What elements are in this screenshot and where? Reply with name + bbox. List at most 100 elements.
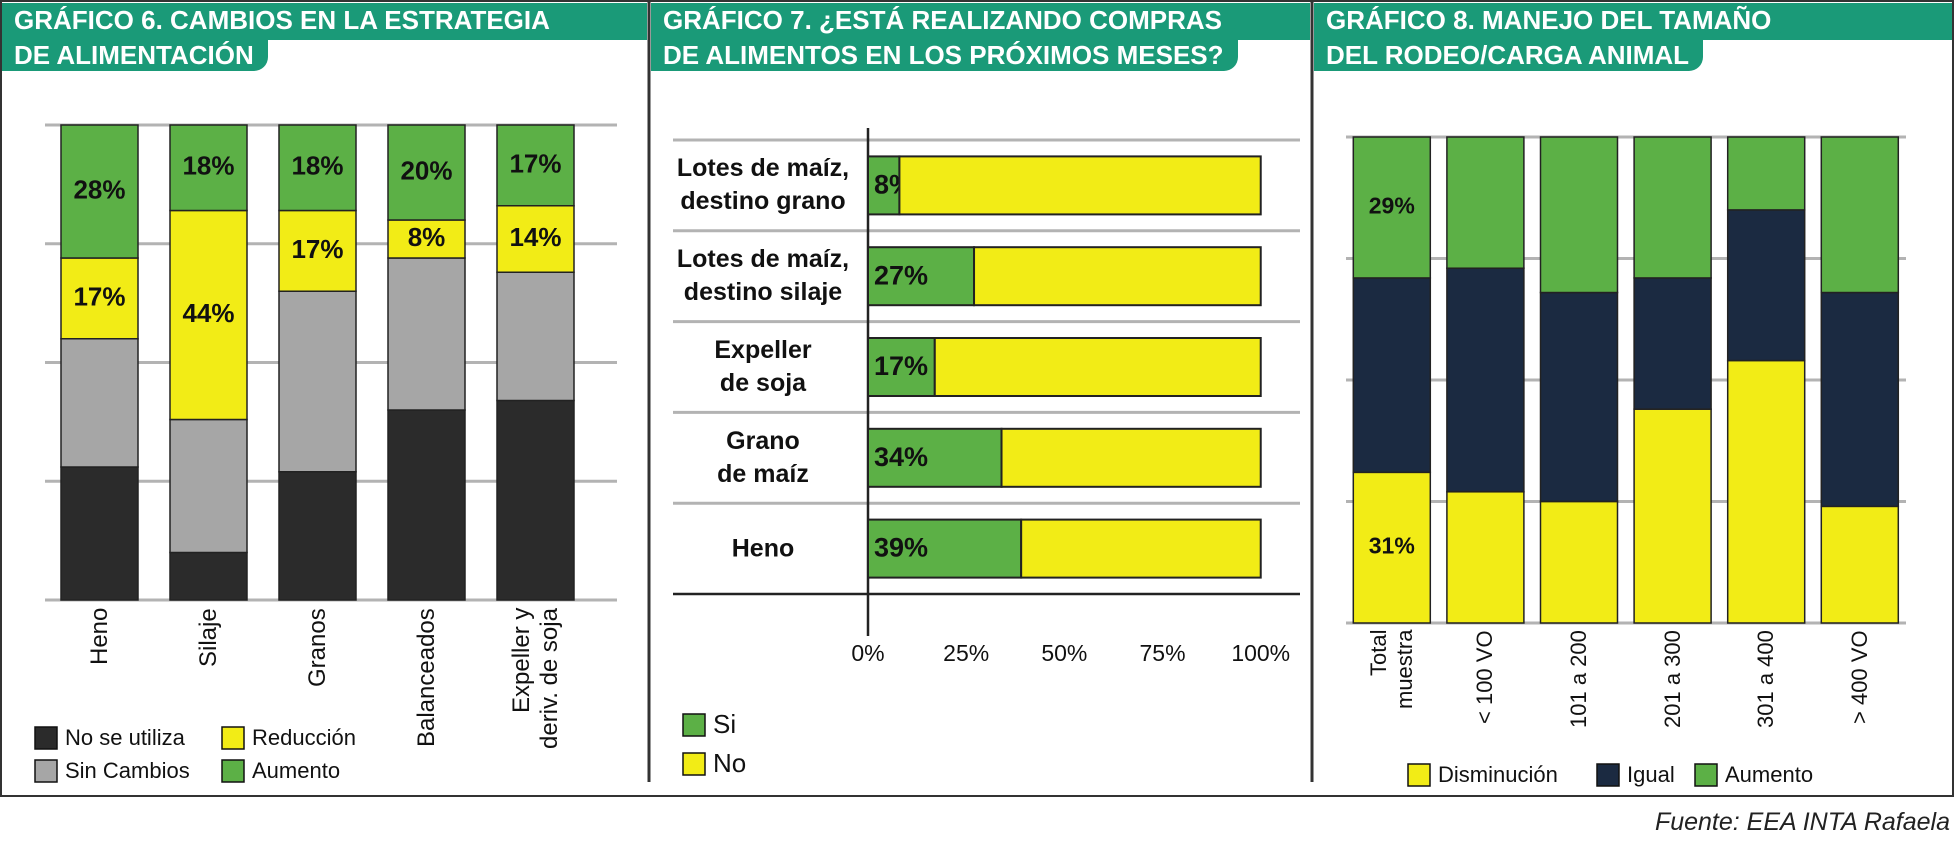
- value-label: 17%: [291, 234, 343, 264]
- bar-segment: [387, 124, 466, 221]
- bar-segment: [278, 290, 357, 473]
- chart-title: GRÁFICO 7. ¿ESTÁ REALIZANDO COMPRAS DE A…: [651, 3, 1310, 73]
- value-label: 27%: [874, 260, 928, 290]
- bar-segment: [496, 124, 575, 207]
- y-tick-label: Grano de maíz: [717, 426, 809, 488]
- y-tick-label: Lotes de maíz, destino grano: [676, 154, 850, 216]
- bar-segment: [1352, 136, 1432, 279]
- bar-segment: [1820, 136, 1900, 294]
- legend-label: No se utiliza: [65, 725, 186, 750]
- value-label: 29%: [1369, 193, 1415, 219]
- bar-segment: [933, 337, 1262, 397]
- legend-swatch: [34, 759, 58, 783]
- legend-label: Aumento: [1725, 762, 1813, 787]
- x-tick-label: Balanceados: [412, 608, 440, 747]
- bar-segment: [973, 246, 1262, 307]
- bar-segment: [1446, 267, 1525, 493]
- legend-label: Reducción: [252, 725, 356, 750]
- bar-segment: [1820, 505, 1900, 624]
- y-tick-label: Heno: [731, 534, 795, 563]
- bar-segment: [1726, 359, 1806, 624]
- x-tick-label: 100%: [1231, 640, 1290, 666]
- bar-segment: [867, 518, 1023, 579]
- bar-segment: [1539, 291, 1619, 503]
- value-label: 18%: [182, 151, 234, 181]
- chart-title: GRÁFICO 6. CAMBIOS EN LA ESTRATEGIA DE A…: [2, 3, 647, 73]
- x-tick-label: 50%: [1041, 640, 1087, 666]
- bar-segment: [1446, 136, 1525, 269]
- x-tick-label: 25%: [943, 640, 989, 666]
- x-tick-label: Silaje: [194, 608, 222, 667]
- value-label: 39%: [874, 533, 928, 563]
- x-tick-label: 201 a 300: [1659, 630, 1685, 728]
- legend-swatch: [1694, 763, 1718, 787]
- frame: [0, 0, 1954, 797]
- bar-segment: [1726, 209, 1806, 362]
- x-tick-label: Total muestra: [1365, 630, 1417, 710]
- bar-segment: [1633, 408, 1712, 624]
- bar-segment: [1020, 518, 1262, 579]
- bar-segment: [387, 219, 466, 259]
- value-label: 20%: [400, 155, 452, 185]
- y-tick-label: Lotes de maíz, destino silaje: [676, 245, 850, 307]
- value-label: 31%: [1369, 533, 1415, 559]
- bar-segment: [867, 427, 1003, 488]
- x-tick-label: 301 a 400: [1753, 630, 1779, 728]
- bar-segment: [1633, 277, 1712, 410]
- bar-segment: [169, 551, 248, 601]
- value-label: 18%: [291, 151, 343, 181]
- value-label: 8%: [408, 222, 446, 252]
- x-tick-label: 0%: [851, 640, 884, 666]
- x-tick-label: < 100 VO: [1472, 630, 1498, 724]
- value-label: 17%: [874, 351, 928, 381]
- legend-swatch: [1407, 763, 1431, 787]
- bar-segment: [867, 246, 976, 307]
- bar-segment: [169, 209, 248, 421]
- bar-segment: [278, 124, 357, 212]
- legend-label: Sin Cambios: [65, 758, 190, 783]
- legend-swatch: [682, 752, 706, 776]
- legend-swatch: [1596, 763, 1620, 787]
- legend-swatch: [34, 726, 58, 750]
- bar-segment: [1539, 500, 1619, 624]
- x-tick-label: 101 a 200: [1566, 630, 1591, 728]
- bar-segment: [169, 124, 248, 212]
- bar-segment: [496, 399, 575, 601]
- bar-segment: [1446, 491, 1525, 624]
- bar-segment: [387, 409, 466, 601]
- bar-segment: [898, 155, 1262, 216]
- value-label: 34%: [874, 442, 928, 472]
- bar-segment: [60, 466, 139, 601]
- value-label: 28%: [73, 174, 125, 204]
- legend-swatch: [221, 759, 245, 783]
- bar-segment: [1633, 136, 1712, 279]
- value-label: 14%: [509, 222, 561, 252]
- legend-label: Igual: [1627, 762, 1675, 787]
- bar-segment: [1820, 291, 1900, 508]
- bar-segment: [387, 257, 466, 411]
- bar-segment: [867, 155, 901, 216]
- legend-swatch: [221, 726, 245, 750]
- x-tick-label: 75%: [1140, 640, 1186, 666]
- legend-label: Si: [713, 709, 736, 739]
- y-tick-label: Expeller de soja: [714, 336, 812, 397]
- x-tick-label: Granos: [303, 608, 331, 687]
- bar-segment: [867, 337, 936, 397]
- value-label: 17%: [509, 148, 561, 178]
- bar-segment: [60, 338, 139, 468]
- x-tick-label: Heno: [85, 608, 113, 666]
- source-note: Fuente: EEA INTA Rafaela: [1654, 808, 1950, 836]
- bar-segment: [278, 471, 357, 601]
- legend-label: Aumento: [252, 758, 340, 783]
- bar-segment: [1539, 136, 1619, 294]
- bar-segment: [1352, 277, 1432, 474]
- x-tick-label: Expeller y deriv. de soja: [507, 608, 563, 749]
- bar-segment: [169, 418, 248, 554]
- legend-label: Disminución: [1438, 762, 1558, 787]
- bar-segment: [1726, 136, 1806, 211]
- bar-segment: [60, 124, 139, 259]
- legend-swatch: [682, 713, 706, 737]
- chart-title-text: GRÁFICO 7. ¿ESTÁ REALIZANDO COMPRAS DE A…: [651, 4, 1238, 71]
